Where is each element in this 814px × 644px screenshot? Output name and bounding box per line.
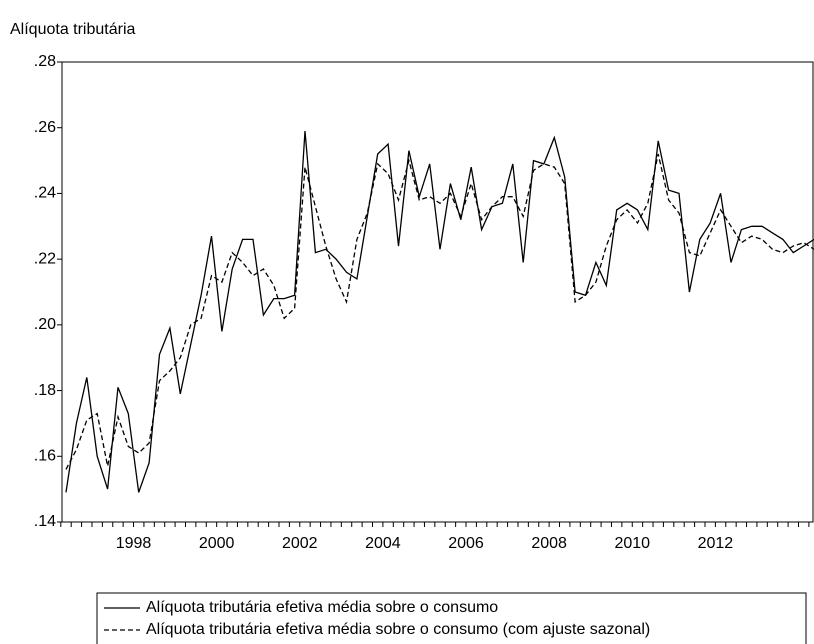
y-tick-label: .26 bbox=[34, 119, 56, 136]
legend-label: Alíquota tributária efetiva média sobre … bbox=[146, 599, 498, 616]
legend-box bbox=[96, 592, 807, 644]
x-tick-label: 2012 bbox=[698, 535, 734, 552]
x-tick-label: 2010 bbox=[614, 535, 650, 552]
y-tick-label: .28 bbox=[34, 53, 56, 70]
y-axis-label: Alíquota tributária bbox=[10, 21, 136, 38]
x-tick-label: 2004 bbox=[365, 535, 401, 552]
plot-frame bbox=[61, 61, 814, 523]
y-tick-label: .18 bbox=[34, 382, 56, 399]
x-tick-label: 2006 bbox=[448, 535, 484, 552]
y-tick-label: .14 bbox=[34, 513, 56, 530]
y-tick-label: .16 bbox=[34, 448, 56, 465]
legend-label: Alíquota tributária efetiva média sobre … bbox=[146, 621, 650, 638]
series-line bbox=[65, 153, 814, 470]
x-tick-label: 2008 bbox=[531, 535, 567, 552]
x-tick-label: 2002 bbox=[282, 535, 318, 552]
x-tick-label: 2000 bbox=[199, 535, 235, 552]
y-tick-label: .24 bbox=[34, 185, 56, 202]
x-tick-label: 1998 bbox=[116, 535, 152, 552]
series-line bbox=[65, 130, 814, 493]
y-tick-label: .22 bbox=[34, 250, 56, 267]
y-tick-label: .20 bbox=[34, 316, 56, 333]
